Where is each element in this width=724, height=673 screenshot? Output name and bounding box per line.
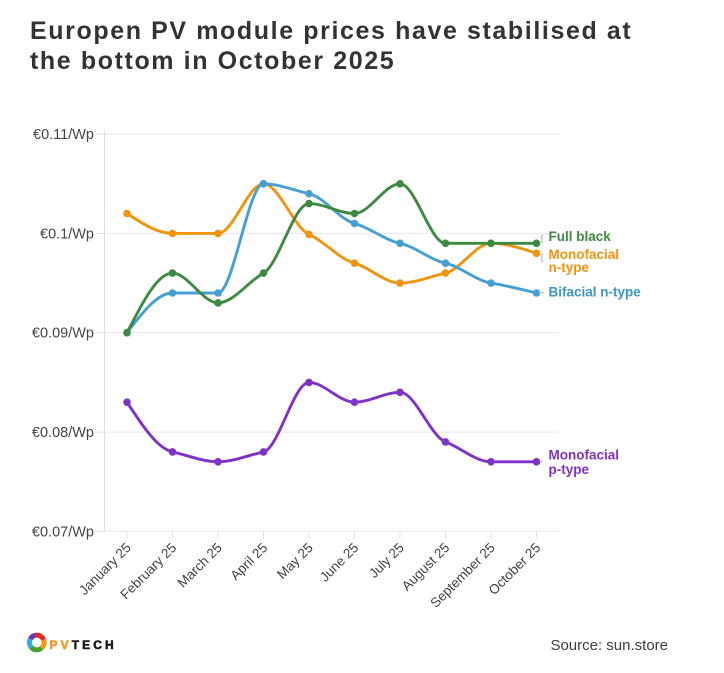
svg-text:Monofacial: Monofacial — [549, 247, 620, 262]
svg-text:Source: sun.store: Source: sun.store — [550, 637, 668, 654]
svg-text:May 25: May 25 — [274, 540, 316, 582]
svg-text:July 25: July 25 — [366, 540, 407, 581]
svg-text:June 25: June 25 — [317, 540, 362, 585]
svg-text:April 25: April 25 — [227, 540, 270, 583]
svg-text:€0.07/Wp: €0.07/Wp — [32, 524, 94, 540]
svg-text:p-type: p-type — [549, 462, 590, 477]
svg-text:n-type: n-type — [549, 260, 590, 275]
svg-text:€0.11/Wp: €0.11/Wp — [33, 127, 94, 143]
svg-text:PVTECH: PVTECH — [50, 638, 117, 652]
svg-text:Monofacial: Monofacial — [549, 448, 620, 463]
svg-text:Bifacial n-type: Bifacial n-type — [549, 285, 642, 300]
svg-text:Full black: Full black — [549, 229, 612, 244]
svg-text:March 25: March 25 — [175, 540, 225, 590]
svg-text:€0.09/Wp: €0.09/Wp — [32, 326, 94, 342]
svg-text:€0.08/Wp: €0.08/Wp — [32, 425, 94, 441]
svg-text:€0.1/Wp: €0.1/Wp — [40, 226, 94, 242]
